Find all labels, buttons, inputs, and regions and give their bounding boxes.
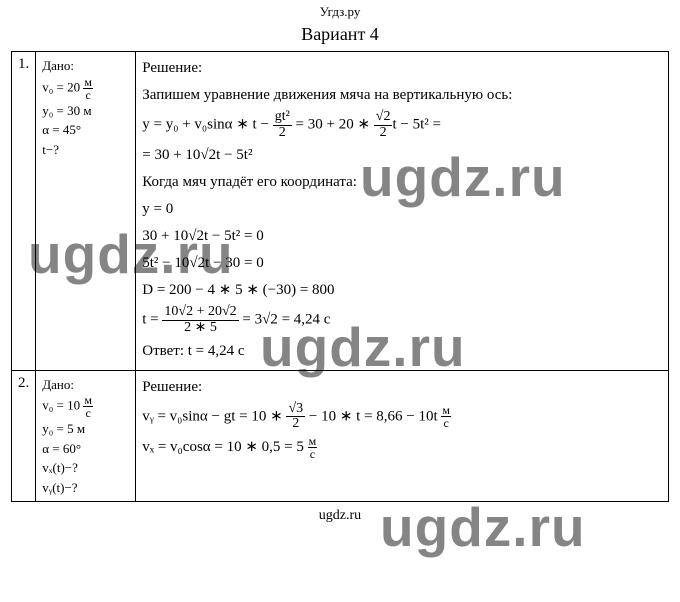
given-vy: vᵧ(t)−? — [42, 478, 129, 498]
equation: y = 0 — [142, 197, 662, 221]
equation: D = 200 − 4 ∗ 5 ∗ (−30) = 800 — [142, 278, 662, 302]
solution-cell: Решение: vᵧ = v₀sinα − gt = 10 ∗ √32 − 1… — [136, 370, 669, 502]
solution-cell: Решение: Запишем уравнение движения мяча… — [136, 52, 669, 371]
equation: 30 + 10√2t − 5t² = 0 — [142, 224, 662, 248]
given-alpha: α = 45° — [42, 120, 129, 140]
given-alpha: α = 60° — [42, 439, 129, 459]
equation: = 30 + 10√2t − 5t² — [142, 143, 662, 167]
given-t: t−? — [42, 140, 129, 160]
equation: 5t² − 10√2t − 30 = 0 — [142, 251, 662, 275]
given-v0: v₀ = 20 мс — [42, 76, 129, 101]
solution-label: Решение: — [142, 375, 662, 399]
table-row: 2. Дано: v₀ = 10 мс y₀ = 5 м α = 60° vₓ(… — [12, 370, 669, 502]
watermark-bottom: ugdz.ru — [0, 502, 680, 524]
problem-number: 1. — [12, 52, 36, 371]
given-label: Дано: — [42, 375, 129, 395]
problems-table: 1. Дано: v₀ = 20 мс y₀ = 30 м α = 45° t−… — [11, 51, 669, 502]
given-y0: y₀ = 30 м — [42, 101, 129, 121]
given-cell: Дано: v₀ = 20 мс y₀ = 30 м α = 45° t−? — [36, 52, 136, 371]
given-y0: y₀ = 5 м — [42, 419, 129, 439]
equation: y = y₀ + v₀sinα ∗ t − gt²2 = 30 + 20 ∗ √… — [142, 110, 662, 140]
given-v0: v₀ = 10 мс — [42, 394, 129, 419]
variant-title: Вариант 4 — [0, 22, 680, 51]
answer: Ответ: t = 4,24 с — [142, 339, 662, 363]
table-row: 1. Дано: v₀ = 20 мс y₀ = 30 м α = 45° t−… — [12, 52, 669, 371]
solution-text: Когда мяч упадёт его координата: — [142, 170, 662, 194]
given-vx: vₓ(t)−? — [42, 458, 129, 478]
solution-text: Запишем уравнение движения мяча на верти… — [142, 83, 662, 107]
watermark-top: Угдз.ру — [0, 0, 680, 22]
given-label: Дано: — [42, 56, 129, 76]
problem-number: 2. — [12, 370, 36, 502]
equation: vₓ = v₀cosα = 10 ∗ 0,5 = 5 мс — [142, 435, 662, 460]
equation: t = 10√2 + 20√22 ∗ 5 = 3√2 = 4,24 с — [142, 305, 662, 335]
given-cell: Дано: v₀ = 10 мс y₀ = 5 м α = 60° vₓ(t)−… — [36, 370, 136, 502]
equation: vᵧ = v₀sinα − gt = 10 ∗ √32 − 10 ∗ t = 8… — [142, 402, 662, 432]
solution-label: Решение: — [142, 56, 662, 80]
